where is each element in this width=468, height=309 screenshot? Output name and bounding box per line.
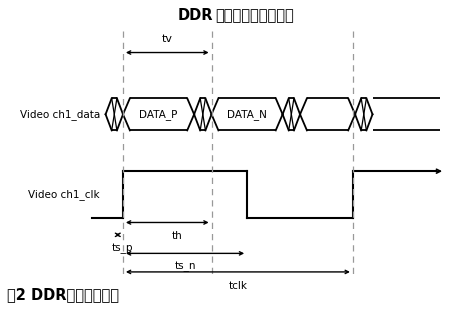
Text: tclk: tclk <box>228 281 248 290</box>
Text: Video ch1_data: Video ch1_data <box>20 109 100 120</box>
Text: 源同步数据输入时序: 源同步数据输入时序 <box>216 8 294 23</box>
Text: th: th <box>172 231 183 241</box>
Text: tv: tv <box>162 35 173 44</box>
Text: 图2 DDR输入的时序图: 图2 DDR输入的时序图 <box>7 287 119 302</box>
Text: DDR: DDR <box>178 8 213 23</box>
Text: ts_n: ts_n <box>174 262 196 273</box>
Text: Video ch1_clk: Video ch1_clk <box>29 189 100 200</box>
Text: ts_p: ts_p <box>112 243 133 254</box>
Text: DATA_N: DATA_N <box>227 109 267 120</box>
Text: DATA_P: DATA_P <box>139 109 178 120</box>
